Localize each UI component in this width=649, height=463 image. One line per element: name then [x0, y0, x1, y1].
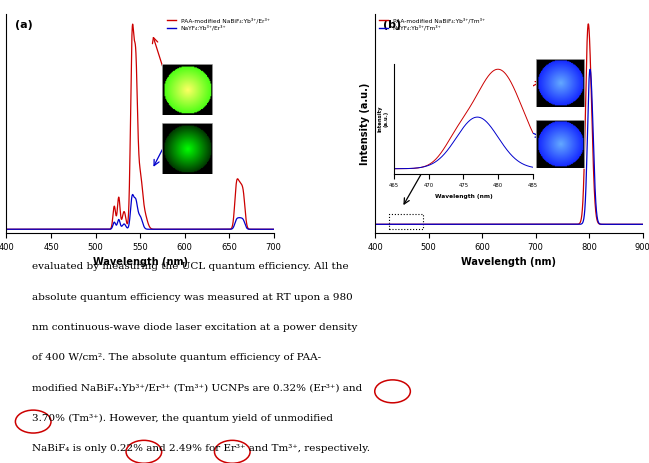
Text: (a): (a) [14, 20, 32, 31]
Bar [389, 214, 423, 229]
Text: modified NaBiF₄:Yb³⁺/Er³⁺ (Tm³⁺) UCNPs are 0.32% (Er³⁺) and: modified NaBiF₄:Yb³⁺/Er³⁺ (Tm³⁺) UCNPs a… [32, 383, 362, 392]
Text: 3.70% (Tm³⁺). However, the quantum yield of unmodified: 3.70% (Tm³⁺). However, the quantum yield… [32, 413, 333, 423]
Text: of 400 W/cm². The absolute quantum efficiency of PAA-: of 400 W/cm². The absolute quantum effic… [32, 353, 321, 362]
Legend: PAA-modified NaBiF₄:Yb³⁺/Tm³⁺, NaYF₄:Yb³⁺/Tm³⁺: PAA-modified NaBiF₄:Yb³⁺/Tm³⁺, NaYF₄:Yb³… [378, 17, 486, 32]
Text: NaBiF₄ is only 0.22% and 2.49% for Er³⁺ and Tm³⁺, respectively.: NaBiF₄ is only 0.22% and 2.49% for Er³⁺ … [32, 444, 370, 453]
Text: (b): (b) [384, 20, 402, 31]
Text: absolute quantum efficiency was measured at RT upon a 980: absolute quantum efficiency was measured… [32, 293, 352, 301]
X-axis label: Wavelength (nm): Wavelength (nm) [461, 257, 556, 267]
X-axis label: Wavelength (nm): Wavelength (nm) [93, 257, 188, 267]
Y-axis label: Intensity (a.u.): Intensity (a.u.) [360, 82, 370, 164]
Legend: PAA-modified NaBiF₄:Yb³⁺/Er³⁺, NaYF₄:Yb³⁺/Er³⁺: PAA-modified NaBiF₄:Yb³⁺/Er³⁺, NaYF₄:Yb³… [166, 17, 271, 32]
Text: evaluated by measuring the UCL quantum efficiency. All the: evaluated by measuring the UCL quantum e… [32, 263, 349, 271]
Text: nm continuous-wave diode laser excitation at a power density: nm continuous-wave diode laser excitatio… [32, 323, 358, 332]
Y-axis label: Intensity (a.u.): Intensity (a.u.) [0, 82, 1, 164]
